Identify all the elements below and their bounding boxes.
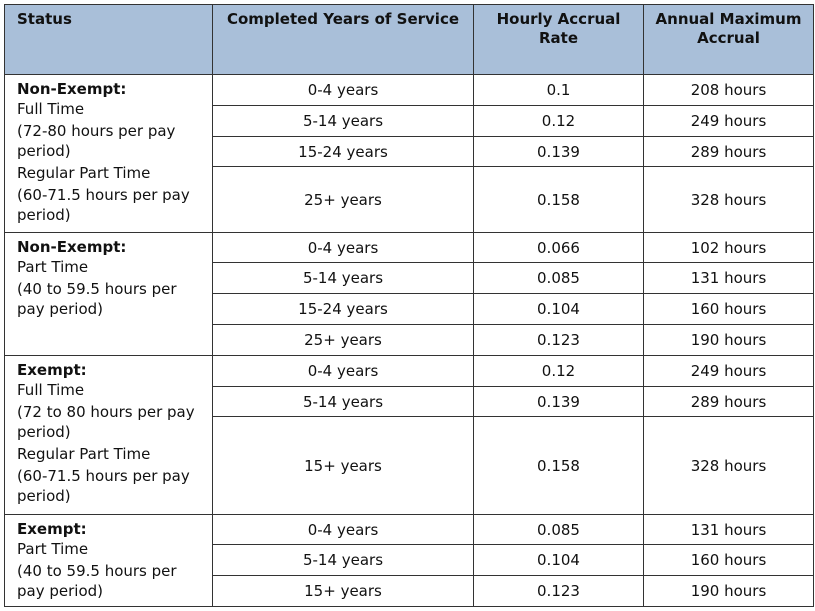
- years-cell: 0-4 years: [212, 355, 474, 387]
- rate-cell: 0.066: [473, 232, 644, 263]
- data-row: 5-14 years 0.085 131 hours: [5, 262, 814, 294]
- data-row: Non-Exempt: Part Time (40 to 59.5 hours pe…: [4, 232, 814, 356]
- status-line: (40 to 59.5 hours per pay period): [17, 562, 177, 600]
- status-title: Exempt:: [17, 361, 87, 379]
- status-cell: Non-Exempt: Part Time (40 to 59.5 hours pe…: [4, 232, 213, 356]
- data-row: 15+ years 0.158 328 hours: [5, 416, 814, 515]
- years-cell: 25+ years: [212, 166, 474, 233]
- years-cell: 15-24 years: [212, 136, 474, 167]
- years-cell: 15+ years: [212, 575, 474, 607]
- header-cell: Completed Years of Service: [212, 4, 474, 75]
- status-cell: Non-Exempt: Full Time (72-80 hours per pay…: [4, 74, 213, 233]
- status-line: (60-71.5 hours per pay period): [17, 467, 190, 505]
- rate-cell: 0.1: [473, 74, 644, 106]
- header-row: Status Completed Years of Service Hourly A…: [4, 4, 814, 75]
- max-cell: 208 hours: [643, 74, 814, 106]
- years-cell: 25+ years: [212, 324, 474, 356]
- data-row: 15+ years 0.123 190 hours: [5, 575, 814, 607]
- data-row: Non-Exempt: Full Time (72-80 hours per pay…: [4, 74, 814, 233]
- status-line: (60-71.5 hours per pay period): [17, 186, 190, 224]
- max-cell: 190 hours: [643, 575, 814, 607]
- status-line: Part Time: [17, 540, 89, 558]
- years-cell: 0-4 years: [212, 514, 474, 545]
- status-line: Full Time: [17, 381, 85, 399]
- status-line: Regular Part Time: [17, 164, 151, 182]
- data-row: 5-14 years 0.139 289 hours: [5, 386, 814, 417]
- status-line: (72-80 hours per pay period): [17, 122, 176, 160]
- rate-cell: 0.158: [473, 416, 644, 515]
- max-cell: 289 hours: [643, 136, 814, 167]
- status-title: Non-Exempt:: [17, 80, 127, 98]
- rate-cell: 0.085: [473, 262, 644, 294]
- rate-cell: 0.158: [473, 166, 644, 233]
- data-row: 25+ years 0.158 328 hours: [5, 166, 814, 233]
- years-cell: 5-14 years: [212, 386, 474, 417]
- rate-cell: 0.123: [473, 324, 644, 356]
- years-cell: 15+ years: [212, 416, 474, 515]
- years-cell: 15-24 years: [212, 293, 474, 325]
- rate-cell: 0.123: [473, 575, 644, 607]
- years-cell: 0-4 years: [212, 232, 474, 263]
- years-cell: 5-14 years: [212, 105, 474, 137]
- data-row: 5-14 years 0.104 160 hours: [5, 544, 814, 576]
- max-cell: 160 hours: [643, 293, 814, 325]
- max-cell: 328 hours: [643, 416, 814, 515]
- rate-cell: 0.12: [473, 105, 644, 137]
- data-row: 25+ years 0.123 190 hours: [5, 324, 814, 356]
- max-cell: 131 hours: [643, 514, 814, 545]
- status-line: Part Time: [17, 258, 89, 276]
- max-cell: 289 hours: [643, 386, 814, 417]
- header-cell: Status: [4, 4, 213, 75]
- max-cell: 102 hours: [643, 232, 814, 263]
- rate-cell: 0.12: [473, 355, 644, 387]
- status-title: Exempt:: [17, 520, 87, 538]
- data-row: 15-24 years 0.139 289 hours: [5, 136, 814, 167]
- status-cell: Exempt: Full Time (72 to 80 hours per pay …: [4, 355, 213, 515]
- rate-cell: 0.104: [473, 293, 644, 325]
- rate-cell: 0.139: [473, 386, 644, 417]
- max-cell: 160 hours: [643, 544, 814, 576]
- max-cell: 328 hours: [643, 166, 814, 233]
- max-cell: 249 hours: [643, 105, 814, 137]
- years-cell: 5-14 years: [212, 262, 474, 294]
- status-line: Regular Part Time: [17, 445, 151, 463]
- max-cell: 131 hours: [643, 262, 814, 294]
- status-line: Full Time: [17, 100, 85, 118]
- status-line: (72 to 80 hours per pay period): [17, 403, 195, 441]
- accrual-table: Status Completed Years of Service Hourly A…: [4, 4, 814, 607]
- data-row: Exempt: Full Time (72 to 80 hours per pay …: [4, 355, 814, 515]
- status-cell: Exempt: Part Time (40 to 59.5 hours per pa…: [4, 514, 213, 607]
- data-row: 15-24 years 0.104 160 hours: [5, 293, 814, 325]
- rate-cell: 0.085: [473, 514, 644, 545]
- status-line: (40 to 59.5 hours per pay period): [17, 280, 177, 318]
- data-row: Exempt: Part Time (40 to 59.5 hours per pa…: [4, 514, 814, 607]
- rate-cell: 0.139: [473, 136, 644, 167]
- max-cell: 249 hours: [643, 355, 814, 387]
- years-cell: 0-4 years: [212, 74, 474, 106]
- rate-cell: 0.104: [473, 544, 644, 576]
- data-row: 5-14 years 0.12 249 hours: [5, 105, 814, 137]
- max-cell: 190 hours: [643, 324, 814, 356]
- header-cell: Annual Maximum Accrual: [643, 4, 814, 75]
- status-title: Non-Exempt:: [17, 238, 127, 256]
- header-cell: Hourly Accrual Rate: [473, 4, 644, 75]
- years-cell: 5-14 years: [212, 544, 474, 576]
